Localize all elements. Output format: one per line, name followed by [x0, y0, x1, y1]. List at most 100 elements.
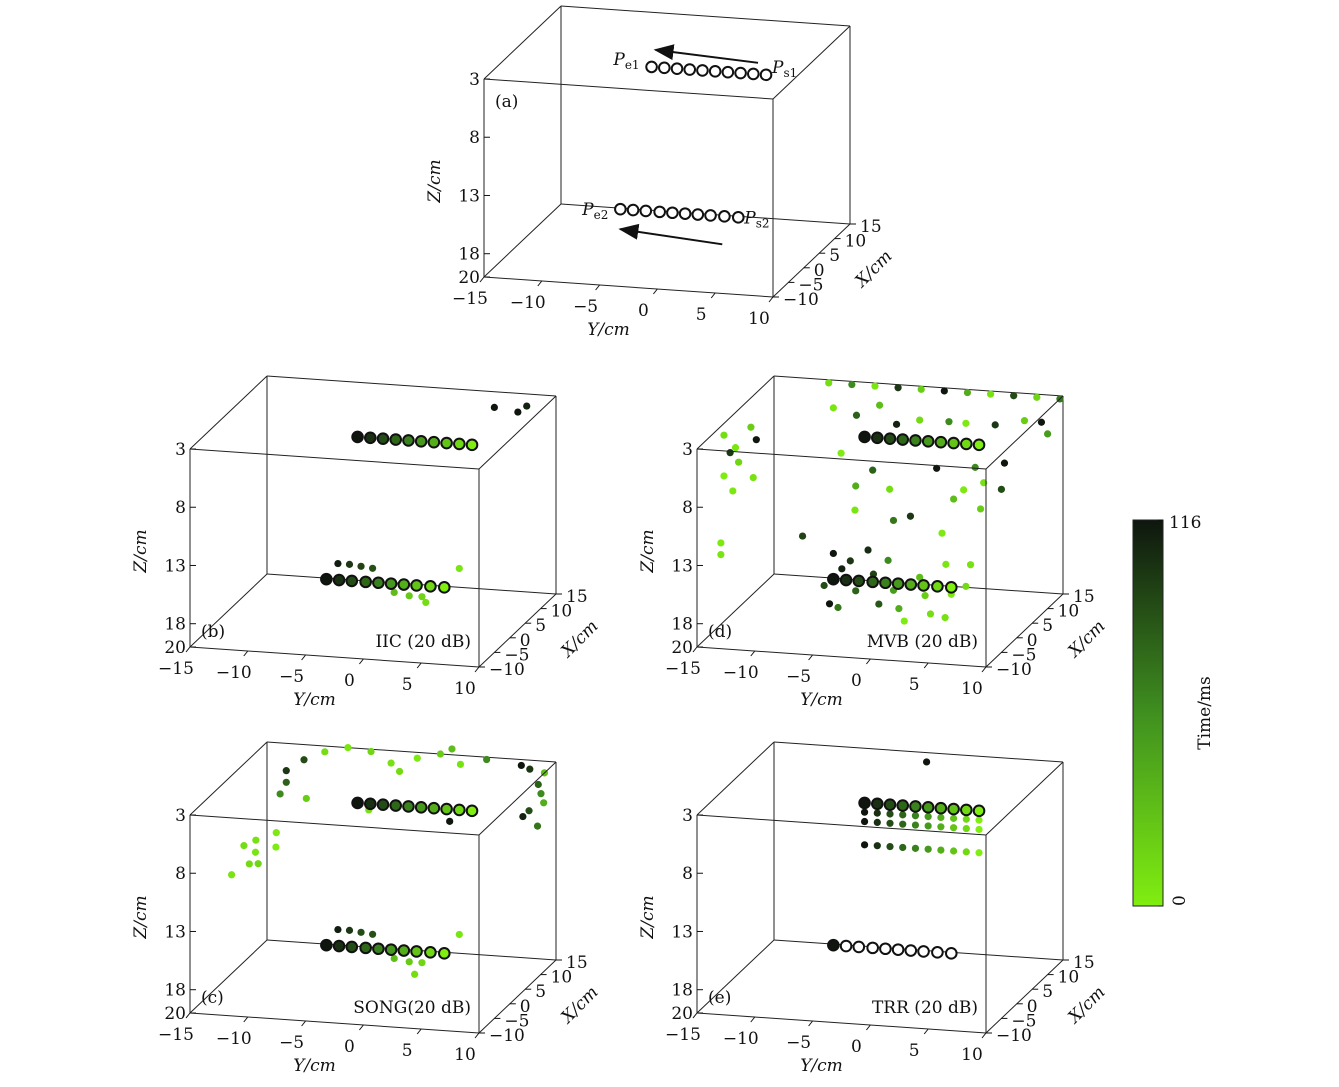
- source-point: [917, 945, 930, 958]
- y-tick: [479, 276, 485, 283]
- panel-label: (e): [708, 988, 731, 1008]
- z-tick-label: 18: [671, 615, 693, 635]
- z-tick-label: 13: [671, 922, 693, 942]
- located-point: [321, 748, 329, 756]
- located-point: [367, 747, 375, 756]
- y-tick-label: 5: [696, 305, 707, 325]
- z-axis-label: Z/cm: [131, 895, 151, 939]
- y-tick-label: 5: [909, 675, 920, 695]
- box-edge: [483, 203, 562, 278]
- box-edge: [985, 395, 1064, 470]
- annotation-main: P: [581, 200, 594, 220]
- source-point: [696, 64, 709, 77]
- x-tick-label: 5: [1042, 616, 1053, 636]
- located-point: [886, 842, 894, 851]
- y-tick: [243, 1016, 249, 1023]
- source-point: [839, 573, 853, 587]
- y-tick-label: 0: [344, 1037, 355, 1057]
- y-tick: [595, 284, 600, 291]
- located-point: [369, 930, 377, 938]
- y-tick: [750, 650, 756, 657]
- located-point: [731, 444, 740, 452]
- located-point: [345, 560, 354, 568]
- located-point: [798, 532, 807, 540]
- source-point: [883, 432, 897, 445]
- source-point: [931, 946, 944, 959]
- y-tick: [923, 662, 929, 669]
- source-point: [678, 207, 692, 220]
- source-point: [384, 943, 398, 956]
- x-tick-label: 0: [520, 631, 531, 651]
- source-point: [359, 575, 372, 589]
- y-axis-label: Y/cm: [800, 1056, 843, 1076]
- source-point: [708, 64, 722, 78]
- x-axis-label: X/cm: [1063, 617, 1109, 663]
- annotation-sub: s2: [756, 216, 770, 230]
- method-label: TRR (20 dB): [872, 998, 978, 1018]
- y-tick-label: −5: [279, 1033, 304, 1053]
- located-point: [747, 423, 755, 431]
- source-point: [947, 802, 960, 816]
- y-axis-label: Y/cm: [293, 1056, 336, 1076]
- annotation-main: P: [771, 58, 784, 78]
- located-point: [749, 473, 757, 482]
- x-tick-label: 0: [1027, 997, 1038, 1017]
- annotation-main: P: [612, 50, 625, 70]
- located-point: [726, 449, 734, 457]
- located-point: [369, 564, 377, 572]
- y-tick-label: −15: [665, 659, 701, 679]
- y-tick: [243, 650, 249, 657]
- located-point: [975, 849, 983, 857]
- source-point: [718, 210, 731, 223]
- y-tick-label: −5: [786, 1033, 811, 1053]
- y-tick: [692, 646, 698, 653]
- located-point: [894, 384, 902, 392]
- located-point: [537, 790, 545, 798]
- located-point: [900, 617, 908, 625]
- z-tick-label: 18: [458, 245, 480, 265]
- box-edge: [189, 573, 268, 648]
- panel-label: (a): [495, 92, 518, 112]
- y-tick-label: 10: [454, 679, 476, 699]
- box-edge: [696, 939, 775, 1014]
- source-point: [904, 578, 918, 591]
- source-point: [657, 61, 671, 75]
- located-point: [514, 408, 522, 416]
- located-point: [906, 512, 915, 520]
- source-point: [424, 580, 437, 593]
- located-point: [962, 824, 970, 833]
- source-point: [759, 68, 773, 82]
- z-tick-label: 3: [175, 806, 186, 826]
- y-tick: [710, 292, 716, 299]
- located-point: [966, 561, 975, 569]
- y-tick: [416, 1028, 422, 1035]
- located-point: [519, 812, 527, 821]
- z-tick-label: 3: [469, 70, 480, 90]
- located-point: [534, 780, 542, 789]
- y-tick-label: 0: [851, 1037, 862, 1057]
- located-point: [228, 871, 236, 879]
- y-tick: [808, 654, 813, 661]
- source-point: [691, 208, 705, 221]
- y-tick-label: −10: [216, 1029, 252, 1049]
- z-tick-label: 8: [682, 498, 693, 518]
- located-point: [911, 812, 920, 820]
- box-edge: [560, 5, 851, 27]
- annotation-sub: s1: [783, 66, 797, 80]
- located-point: [717, 539, 725, 547]
- z-axis-label: Z/cm: [638, 895, 658, 939]
- located-point: [456, 760, 465, 768]
- located-point: [418, 593, 426, 601]
- annotation: Pe1: [612, 50, 639, 72]
- x-tick-label: −10: [783, 290, 819, 310]
- y-tick-label: 5: [402, 1041, 413, 1061]
- source-point: [896, 799, 910, 812]
- located-point: [949, 824, 958, 832]
- located-point: [820, 581, 828, 590]
- x-tick-label: −10: [489, 660, 525, 680]
- located-point: [864, 546, 872, 554]
- source-point: [934, 435, 948, 449]
- panel-label: (b): [201, 622, 225, 642]
- located-point: [436, 750, 444, 758]
